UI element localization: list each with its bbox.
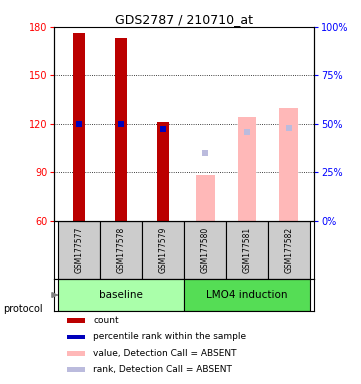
Text: percentile rank within the sample: percentile rank within the sample (93, 333, 246, 341)
Bar (196, 175, 214, 221)
Bar (67, 318, 85, 323)
Bar (58, 221, 100, 280)
Bar (67, 367, 85, 372)
Text: rank, Detection Call = ABSENT: rank, Detection Call = ABSENT (93, 365, 232, 374)
Bar (58, 280, 184, 311)
Bar (226, 221, 268, 280)
Text: value, Detection Call = ABSENT: value, Detection Call = ABSENT (93, 349, 237, 358)
Text: protocol: protocol (4, 304, 43, 314)
Text: GSM177579: GSM177579 (158, 227, 168, 273)
Bar (268, 221, 310, 280)
Bar (116, 38, 127, 221)
Text: GSM177581: GSM177581 (243, 227, 252, 273)
Text: GSM177582: GSM177582 (284, 227, 293, 273)
Bar (184, 221, 226, 280)
Text: GSM177580: GSM177580 (201, 227, 210, 273)
Bar (67, 334, 85, 339)
Bar (238, 117, 256, 221)
Text: count: count (93, 316, 119, 325)
Text: GSM177577: GSM177577 (75, 227, 84, 273)
Title: GDS2787 / 210710_at: GDS2787 / 210710_at (115, 13, 253, 26)
Bar (67, 351, 85, 356)
Bar (100, 221, 142, 280)
Bar (142, 221, 184, 280)
Bar (157, 122, 169, 221)
Text: baseline: baseline (99, 290, 143, 300)
Bar (73, 33, 85, 221)
Text: LMO4 induction: LMO4 induction (206, 290, 288, 300)
Bar (184, 280, 310, 311)
Bar (279, 108, 298, 221)
Text: GSM177578: GSM177578 (117, 227, 126, 273)
